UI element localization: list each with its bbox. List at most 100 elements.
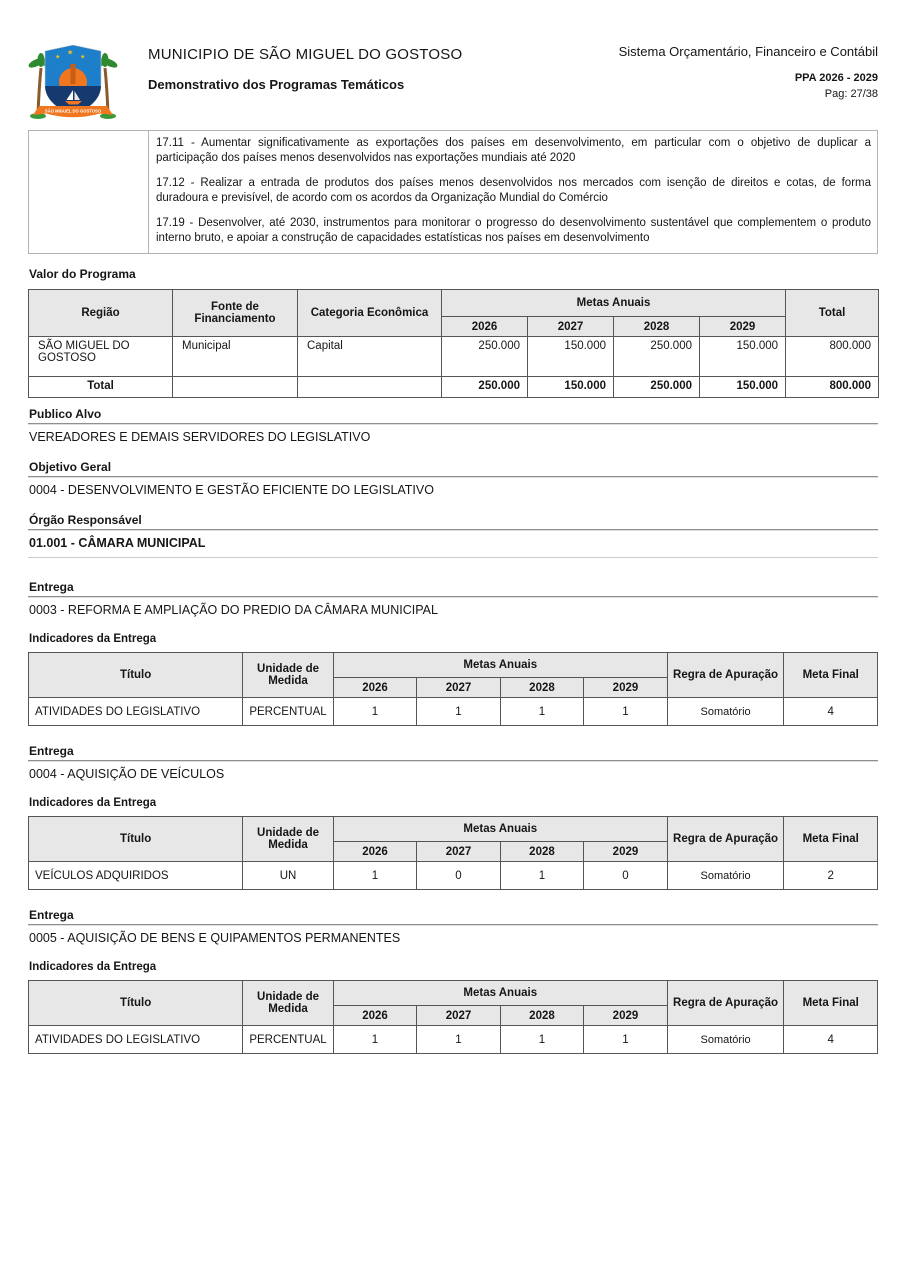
star-icon: ★ bbox=[67, 49, 73, 57]
logo-banner-text: SÃO MIGUEL DO GOSTOSO bbox=[45, 109, 102, 114]
cell-titulo: ATIVIDADES DO LEGISLATIVO bbox=[27, 1025, 244, 1054]
valor-programa-table: Região Fonte de Financiamento Categoria … bbox=[28, 289, 880, 398]
cell-total: 800.000 bbox=[785, 336, 880, 377]
column-header-regiao: Região bbox=[28, 289, 173, 337]
cell-regra: Somatório bbox=[666, 1025, 785, 1054]
cell-meta-final: 2 bbox=[783, 861, 878, 890]
year-header: 2027 bbox=[527, 316, 614, 337]
star-icon: ★ bbox=[55, 54, 60, 61]
municipality-coat-of-arms-logo: ★ ★ ★ SÃO MIGUEL DO GOSTOSO bbox=[28, 44, 118, 119]
report-title: Demonstrativo dos Programas Temáticos bbox=[148, 77, 405, 92]
valor-total-row: Total 250.000 150.000 250.000 150.000 80… bbox=[28, 376, 880, 398]
indicator-row: ATIVIDADES DO LEGISLATIVO PERCENTUAL 1 1… bbox=[27, 1025, 878, 1054]
cell-unidade: PERCENTUAL bbox=[242, 1025, 334, 1054]
report-header: ★ ★ ★ SÃO MIGUEL DO GOSTOSO MUNICIPIO DE… bbox=[28, 30, 878, 124]
column-header-regra: Regra de Apuração bbox=[666, 652, 785, 698]
column-header-regra: Regra de Apuração bbox=[666, 980, 785, 1026]
cell-regiao: SÃO MIGUEL DO GOSTOSO bbox=[28, 336, 173, 377]
indicator-row: VEÍCULOS ADQUIRIDOS UN 1 0 1 0 Somatório… bbox=[27, 861, 878, 890]
cell-meta-2029: 150.000 bbox=[698, 336, 787, 377]
year-header: 2028 bbox=[499, 841, 585, 862]
shield-icon: ★ ★ ★ bbox=[44, 44, 102, 116]
cell-fonte: Municipal bbox=[172, 336, 298, 377]
cell-titulo: ATIVIDADES DO LEGISLATIVO bbox=[27, 697, 244, 726]
entrega-label: Entrega bbox=[28, 579, 878, 597]
publico-alvo-value: VEREADORES E DEMAIS SERVIDORES DO LEGISL… bbox=[29, 430, 371, 444]
cell-meta-2029: 1 bbox=[583, 1025, 668, 1054]
year-header: 2026 bbox=[332, 841, 418, 862]
indicadores-label: Indicadores da Entrega bbox=[29, 633, 157, 645]
total-meta-2029: 150.000 bbox=[698, 376, 787, 398]
sailboat-icon bbox=[65, 90, 82, 105]
column-header-total: Total bbox=[785, 289, 880, 337]
indicator-table: Título Unidade de Medida Metas Anuais Re… bbox=[27, 980, 878, 1054]
cell-meta-2026: 250.000 bbox=[441, 336, 528, 377]
year-header: 2026 bbox=[332, 677, 418, 698]
year-header: 2027 bbox=[416, 841, 501, 862]
year-header: 2028 bbox=[499, 677, 585, 698]
column-header-titulo: Título bbox=[27, 816, 244, 862]
year-header: 2029 bbox=[583, 677, 668, 698]
header-right-block: Sistema Orçamentário, Financeiro e Contá… bbox=[619, 30, 878, 100]
entrega-label: Entrega bbox=[28, 907, 878, 925]
column-header-metas-anuais: Metas Anuais bbox=[440, 289, 787, 317]
objetivo-geral-value: 0004 - DESENVOLVIMENTO E GESTÃO EFICIENT… bbox=[29, 483, 434, 497]
year-header: 2029 bbox=[583, 1005, 668, 1026]
cell-meta-2028: 1 bbox=[499, 1025, 585, 1054]
year-header: 2029 bbox=[698, 316, 787, 337]
column-header-unidade: Unidade de Medida bbox=[242, 652, 334, 698]
entrega-label: Entrega bbox=[28, 743, 878, 761]
valor-programa-title: Valor do Programa bbox=[29, 267, 136, 281]
cell-meta-2026: 1 bbox=[332, 697, 418, 726]
indicadores-label: Indicadores da Entrega bbox=[29, 961, 157, 973]
entrega-value: 0003 - REFORMA E AMPLIAÇÃO DO PREDIO DA … bbox=[29, 603, 438, 617]
indicator-row: ATIVIDADES DO LEGISLATIVO PERCENTUAL 1 1… bbox=[27, 697, 878, 726]
column-header-meta-final: Meta Final bbox=[783, 652, 878, 698]
year-header: 2029 bbox=[583, 841, 668, 862]
goal-item: 17.11 - Aumentar significativamente as e… bbox=[156, 137, 871, 164]
system-name: Sistema Orçamentário, Financeiro e Contá… bbox=[618, 44, 878, 59]
year-header: 2027 bbox=[416, 1005, 501, 1026]
orgao-responsavel-label: Órgão Responsável bbox=[28, 512, 878, 530]
cell-categoria: Capital bbox=[297, 336, 442, 377]
page-number: Pag: 27/38 bbox=[824, 88, 878, 100]
star-icon: ★ bbox=[80, 54, 85, 61]
cell-meta-2029: 0 bbox=[583, 861, 668, 890]
orgao-responsavel-value: 01.001 - CÂMARA MUNICIPAL bbox=[28, 530, 878, 558]
year-header: 2028 bbox=[613, 316, 700, 337]
column-header-meta-final: Meta Final bbox=[783, 980, 878, 1026]
column-header-titulo: Título bbox=[27, 980, 244, 1026]
column-header-unidade: Unidade de Medida bbox=[242, 816, 334, 862]
cell-meta-2028: 1 bbox=[499, 697, 585, 726]
cell-meta-2028: 1 bbox=[499, 861, 585, 890]
entrega-value: 0005 - AQUISIÇÃO DE BENS E QUIPAMENTOS P… bbox=[29, 931, 401, 945]
cell-titulo: VEÍCULOS ADQUIRIDOS bbox=[27, 861, 244, 890]
header-left-block: MUNICIPIO DE SÃO MIGUEL DO GOSTOSO Demon… bbox=[148, 30, 462, 92]
cell-meta-2027: 1 bbox=[416, 1025, 501, 1054]
column-header-meta-final: Meta Final bbox=[783, 816, 878, 862]
column-header-regra: Regra de Apuração bbox=[666, 816, 785, 862]
objetivo-geral-label: Objetivo Geral bbox=[28, 459, 878, 477]
cell-meta-2029: 1 bbox=[583, 697, 668, 726]
cell-unidade: PERCENTUAL bbox=[242, 697, 334, 726]
cell-meta-2026: 1 bbox=[332, 861, 418, 890]
column-header-metas-anuais: Metas Anuais bbox=[332, 816, 668, 842]
banner-ribbon: SÃO MIGUEL DO GOSTOSO bbox=[33, 106, 113, 118]
cell-unidade: UN bbox=[242, 861, 334, 890]
goal-item: 17.12 - Realizar a entrada de produtos d… bbox=[156, 177, 871, 204]
cell-meta-final: 4 bbox=[783, 697, 878, 726]
publico-alvo-label: Publico Alvo bbox=[28, 406, 878, 424]
cell-regra: Somatório bbox=[666, 697, 785, 726]
lighthouse-icon bbox=[70, 64, 76, 84]
column-header-titulo: Título bbox=[27, 652, 244, 698]
ppa-period: PPA 2026 - 2029 bbox=[794, 72, 878, 84]
cell-meta-2026: 1 bbox=[332, 1025, 418, 1054]
entrega-value: 0004 - AQUISIÇÃO DE VEÍCULOS bbox=[29, 767, 225, 781]
total-row-empty bbox=[297, 376, 442, 398]
indicator-table: Título Unidade de Medida Metas Anuais Re… bbox=[27, 652, 878, 726]
cell-meta-2027: 0 bbox=[416, 861, 501, 890]
total-row-empty bbox=[172, 376, 298, 398]
indicadores-label: Indicadores da Entrega bbox=[29, 797, 157, 809]
cell-meta-2027: 1 bbox=[416, 697, 501, 726]
year-header: 2027 bbox=[416, 677, 501, 698]
